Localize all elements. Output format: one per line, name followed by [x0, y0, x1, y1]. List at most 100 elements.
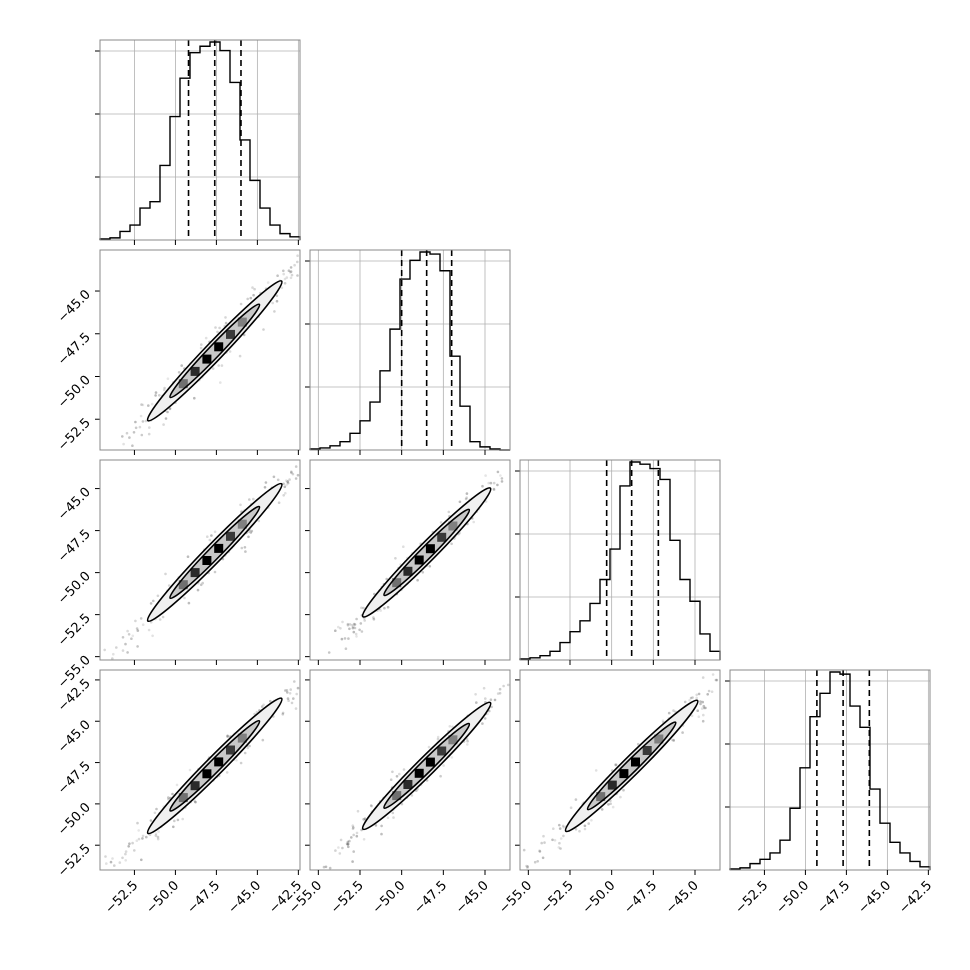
scatter-point: [574, 798, 578, 801]
scatter-point: [465, 492, 469, 495]
scatter-point: [347, 637, 350, 640]
y-tick-label: −52.5: [55, 415, 94, 454]
scatter-point: [346, 622, 350, 626]
scatter-point: [557, 846, 561, 849]
scatter-point: [147, 432, 151, 436]
scatter-point: [162, 388, 166, 392]
scatter-point: [149, 602, 153, 605]
scatter-point: [347, 842, 350, 846]
scatter-point: [356, 809, 360, 813]
density-cell: [619, 769, 629, 779]
scatter-point: [188, 768, 192, 772]
y-tick-label: −47.5: [55, 759, 94, 798]
panel-2-1: [305, 459, 511, 665]
axes-frame: [729, 669, 931, 871]
density-cell: [190, 568, 200, 578]
scatter-point: [171, 792, 174, 796]
scatter-point: [275, 299, 279, 303]
scatter-point: [394, 557, 397, 560]
density-cell: [178, 793, 188, 803]
scatter-point: [587, 822, 590, 825]
scatter-point: [148, 426, 151, 429]
density-cell: [226, 329, 235, 339]
scatter-point: [351, 626, 355, 630]
scatter-point: [283, 485, 287, 489]
scatter-point: [352, 833, 356, 837]
scatter-point: [296, 686, 300, 690]
contour-outer: [146, 697, 283, 835]
contour-inner: [383, 508, 471, 597]
scatter-point: [290, 273, 294, 277]
scatter-point: [533, 860, 537, 864]
scatter-point: [286, 697, 290, 700]
scatter-point: [113, 864, 116, 867]
scatter-point: [235, 759, 238, 762]
density-cell: [596, 792, 606, 802]
scatter-point: [636, 742, 640, 746]
density-cell: [607, 780, 617, 790]
scatter-point: [228, 350, 232, 353]
scatter-point: [289, 266, 293, 269]
scatter-point: [273, 310, 276, 313]
density-cell: [414, 768, 424, 778]
scatter-point: [167, 796, 170, 799]
scatter-point: [487, 481, 491, 485]
scatter-point: [484, 500, 488, 503]
scatter-point: [328, 866, 332, 870]
scatter-point: [337, 625, 340, 629]
scatter-point: [276, 274, 279, 278]
scatter-point: [289, 271, 292, 274]
scatter-point: [128, 842, 131, 845]
scatter-point: [109, 860, 113, 864]
scatter-point: [252, 293, 255, 297]
scatter-point: [373, 592, 376, 596]
scatter-point: [569, 806, 573, 809]
scatter-point: [186, 555, 190, 558]
scatter-point: [127, 633, 131, 636]
scatter-point: [262, 328, 265, 331]
scatter-point: [296, 274, 299, 277]
scatter-point: [208, 538, 212, 542]
scatter-point: [341, 620, 344, 624]
scatter-point: [140, 858, 143, 862]
scatter-point: [360, 606, 363, 610]
scatter-point: [344, 647, 348, 650]
scatter-point: [538, 850, 542, 853]
scatter-point: [667, 711, 671, 715]
scatter-point: [340, 637, 344, 641]
scatter-point: [291, 472, 295, 476]
scatter-point: [285, 483, 288, 487]
scatter-point: [360, 630, 364, 633]
scatter-point: [249, 531, 253, 534]
scatter-point: [252, 497, 255, 501]
density-cell: [437, 532, 447, 542]
scatter-point: [661, 719, 665, 722]
scatter-point: [439, 521, 443, 524]
scatter-point: [704, 706, 707, 710]
scatter-point: [522, 848, 526, 852]
scatter-point: [124, 642, 127, 646]
scatter-point: [379, 609, 383, 612]
scatter-point: [293, 680, 296, 683]
scatter-point: [243, 546, 247, 549]
scatter-point: [410, 794, 414, 797]
scatter-point: [218, 326, 221, 330]
scatter-point: [121, 649, 125, 652]
scatter-point: [559, 837, 563, 840]
scatter-point: [322, 865, 326, 869]
scatter-point: [240, 509, 243, 513]
scatter-point: [619, 795, 622, 799]
scatter-point: [442, 764, 445, 767]
x-tick-label: −50.0: [143, 878, 182, 917]
scatter-point: [338, 852, 342, 855]
panel-3-0: −52.5−50.0−47.5−45.0−42.5−52.5 −50.0 −47.5…: [55, 669, 305, 917]
axes-frame: [99, 669, 301, 871]
density-cell: [392, 578, 402, 588]
scatter-point: [559, 847, 562, 850]
scatter-point: [294, 477, 298, 480]
contour-outer: [361, 487, 492, 618]
scatter-point: [583, 824, 587, 828]
scatter-point: [353, 623, 357, 626]
scatter-point: [352, 850, 356, 853]
scatter-point: [389, 778, 393, 781]
